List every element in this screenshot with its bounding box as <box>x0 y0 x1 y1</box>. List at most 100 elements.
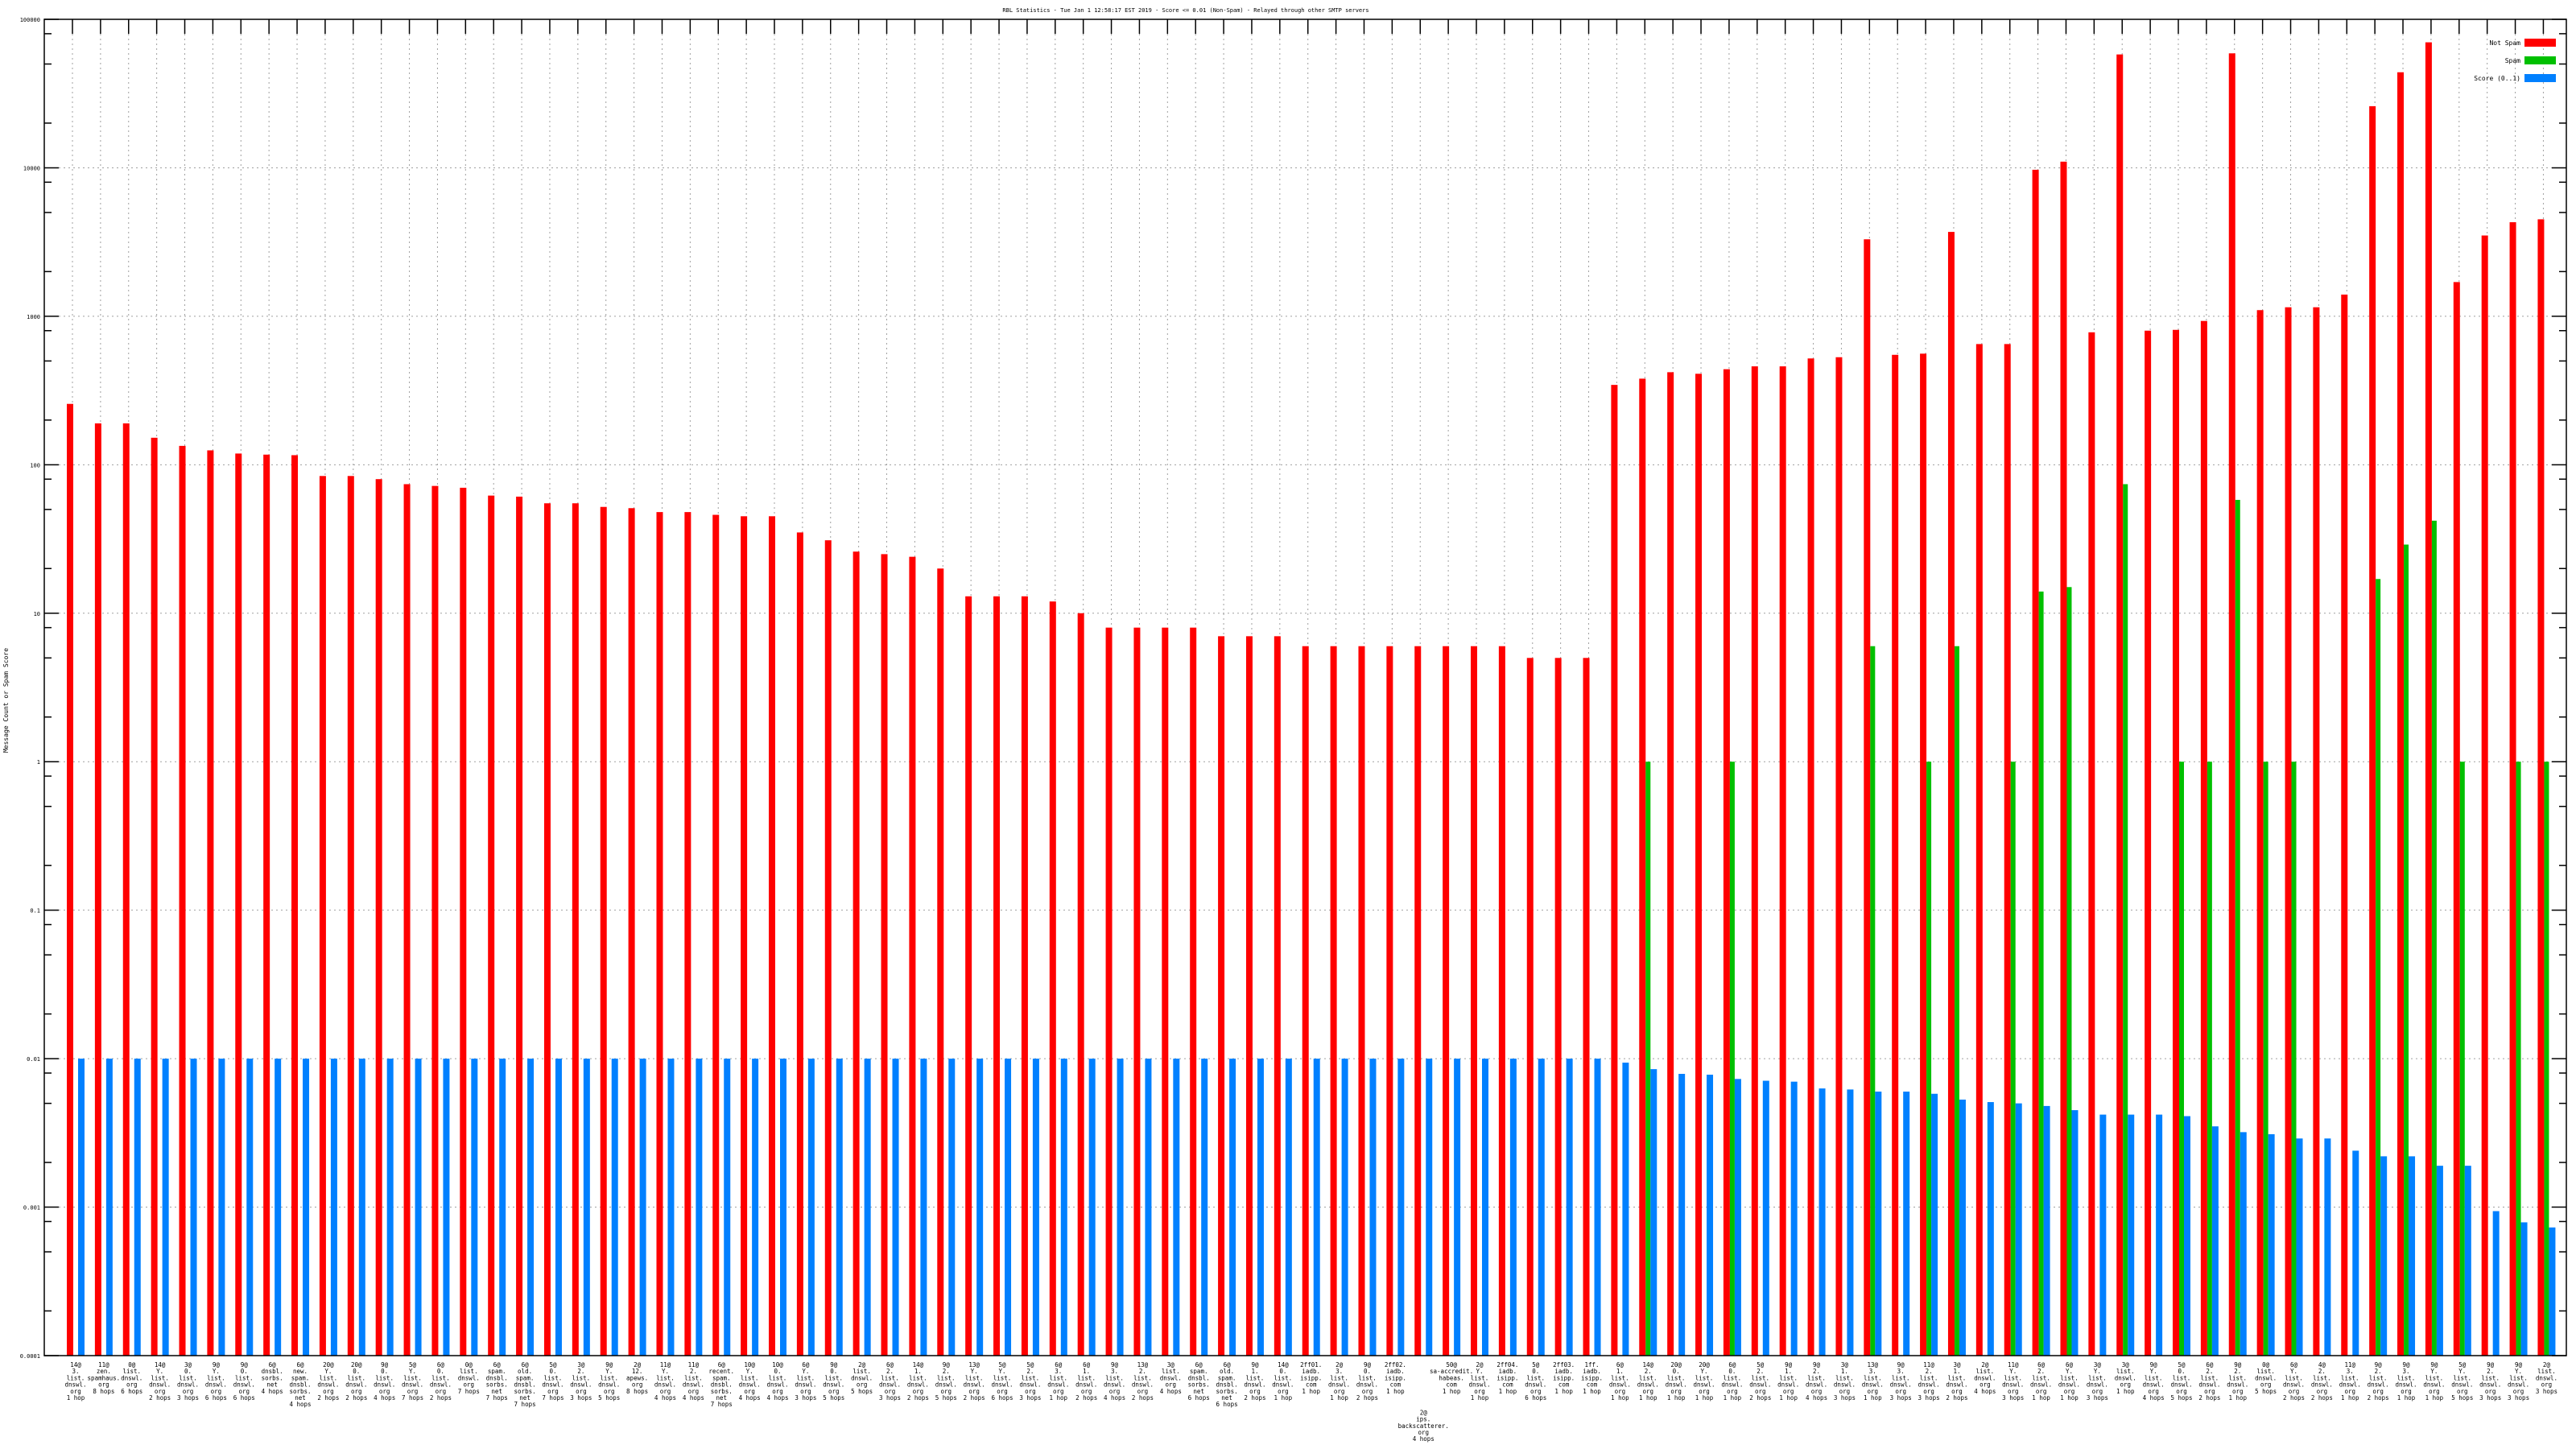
x-tick-label-line: isipp. <box>1496 1374 1518 1381</box>
x-tick-label-line: list. <box>1835 1374 1854 1381</box>
x-tick-label-line: 9@ <box>943 1361 951 1368</box>
x-tick-label: 9@ 2. list. dnswl. org 5 hops <box>935 1361 957 1402</box>
x-tick-label-line: 3@ <box>2122 1361 2130 1368</box>
x-tick-label-line: org <box>70 1388 81 1395</box>
not-spam-bar <box>235 453 242 1356</box>
not-spam-bar <box>2509 222 2516 1356</box>
score-bar <box>471 1059 478 1356</box>
score-bar <box>1369 1059 1377 1356</box>
x-tick-label: 9@ 3. list. dnswl. org 3 hops <box>1890 1361 1912 1402</box>
spam-bar <box>2123 484 2128 1356</box>
x-tick-label-line: dnswl. <box>1693 1381 1715 1389</box>
score-bar <box>1818 1088 1826 1356</box>
x-tick-label: 1ff. iadb. isipp. com 1 hop <box>1581 1361 1603 1395</box>
spam-bar <box>2404 544 2409 1356</box>
not-spam-bar <box>2088 332 2095 1356</box>
x-tick-label-line: sorbs. <box>262 1374 283 1381</box>
x-tick-label-line: Y. <box>2430 1368 2438 1375</box>
x-tick-label-line: 3 hops <box>2087 1394 2108 1402</box>
score-bar <box>2409 1156 2416 1356</box>
not-spam-bar <box>1414 646 1422 1356</box>
x-tick-label-line: dnswl. <box>2479 1381 2501 1389</box>
x-tick-label-line: list. <box>2481 1374 2500 1381</box>
x-tick-label-line: 2 hops <box>1946 1394 1967 1402</box>
x-tick-label-line: 4 hops <box>289 1401 311 1408</box>
x-tick-label: 14@ 0. list. dnswl. org 1 hop <box>1272 1361 1294 1402</box>
x-tick-label-line: 6 hops <box>991 1394 1013 1402</box>
score-bar <box>1341 1059 1348 1356</box>
not-spam-bar <box>207 450 214 1356</box>
spam-bar <box>1645 762 1651 1356</box>
x-tick-label-line: 2. <box>1645 1368 1652 1375</box>
x-tick-label: 13@ 2. list. dnswl. org 2 hops <box>1132 1361 1154 1402</box>
x-tick-label: 6@ Y. list. dnswl. org 2 hops <box>2283 1361 2305 1402</box>
score-bar <box>1538 1059 1545 1356</box>
x-tick-label-line: 6 hops <box>1216 1401 1238 1408</box>
x-tick-label-line: org <box>1418 1429 1429 1436</box>
score-bar <box>752 1059 759 1356</box>
x-tick-label-line: 6 hops <box>233 1394 255 1402</box>
x-tick-label-line: list. <box>2088 1374 2107 1381</box>
x-tick-label-line: 3@ <box>2094 1361 2102 1368</box>
not-spam-bar <box>1302 646 1309 1356</box>
x-tick-label-line: dnsbl. <box>514 1381 536 1389</box>
x-tick-label-line: list. <box>797 1374 815 1381</box>
x-tick-label-line: old. <box>518 1368 532 1375</box>
x-tick-label-line: org <box>885 1388 896 1395</box>
y-tick-label: 0.001 <box>23 1205 40 1212</box>
x-tick-label: 6@ 1. list. dnswl. org 2 hops <box>1075 1361 1097 1402</box>
x-tick-label-line: 9@ <box>1251 1361 1259 1368</box>
score-bar <box>386 1059 394 1356</box>
x-tick-label-line: 6@ <box>1055 1361 1063 1368</box>
spam-bar <box>1954 646 1959 1356</box>
not-spam-bar <box>909 556 916 1356</box>
x-tick-label-line: 5 hops <box>2255 1388 2277 1395</box>
x-tick-label-line: 3 hops <box>1918 1394 1940 1402</box>
x-tick-label-line: 4 hops <box>1160 1388 1182 1395</box>
x-tick-label-line: dnswl. <box>1918 1381 1940 1389</box>
score-bar <box>2436 1166 2443 1356</box>
x-tick-label-line: dnswl. <box>2339 1381 2361 1389</box>
x-tick-label-line: 4 hops <box>766 1394 788 1402</box>
x-tick-label-line: sorbs. <box>1188 1381 1210 1389</box>
x-tick-label: 9@ 3. list. dnswl. org 1 hop <box>2395 1361 2417 1402</box>
x-tick-label: 9@ Y. list. dnswl. org 1 hop <box>2423 1361 2445 1402</box>
not-spam-bar <box>543 503 551 1356</box>
x-tick-label-line: 2. <box>1757 1368 1764 1375</box>
x-tick-label-line: 3@ <box>1841 1361 1849 1368</box>
x-tick-label-line: 9@ <box>1897 1361 1905 1368</box>
x-tick-label-line: spam. <box>488 1368 506 1375</box>
x-tick-label: 6@ old. spam. dnsbl. sorbs. net 6 hops <box>1216 1361 1238 1408</box>
x-tick-label-line: 9@ <box>213 1361 221 1368</box>
x-tick-label-line: org <box>1025 1388 1036 1395</box>
spam-bar <box>2516 762 2521 1356</box>
not-spam-bar <box>1274 636 1281 1356</box>
not-spam-bar <box>1190 627 1197 1356</box>
score-bar <box>358 1059 365 1356</box>
score-bar <box>303 1059 310 1356</box>
x-tick-label-line: org <box>772 1388 783 1395</box>
not-spam-bar <box>656 512 663 1356</box>
x-tick-label: 6@ 0. list. dnswl. org 1 hop <box>1721 1361 1743 1402</box>
score-bar <box>1959 1099 1966 1356</box>
x-tick-label-line: net <box>519 1394 530 1402</box>
x-tick-label-line: dnswl. <box>1834 1381 1856 1389</box>
x-tick-label-line: 6@ <box>2037 1361 2046 1368</box>
x-tick-label-line: 0. <box>1532 1368 1539 1375</box>
score-bar <box>948 1059 956 1356</box>
not-spam-bar <box>1386 646 1393 1356</box>
x-tick-label-line: org <box>828 1388 840 1395</box>
x-tick-label-line: 9@ <box>1813 1361 1821 1368</box>
x-tick-label-line: org <box>2036 1388 2047 1395</box>
x-tick-label-line: 9@ <box>2403 1361 2411 1368</box>
x-tick-label-line: 1 hop <box>1554 1388 1573 1395</box>
x-tick-label-line: dnswl. <box>1862 1381 1884 1389</box>
x-tick-label-line: 2 hops <box>317 1394 339 1402</box>
x-tick-label-line: list. <box>572 1374 591 1381</box>
x-tick-label-line: 3 hops <box>879 1394 901 1402</box>
x-tick-label-line: spam. <box>516 1374 535 1381</box>
x-tick-label: 6@ 3. list. dnswl. org 1 hop <box>1047 1361 1069 1402</box>
x-tick-label-line: iadb. <box>1386 1368 1405 1375</box>
x-tick-label-line: Y. <box>2458 1368 2466 1375</box>
not-spam-bar <box>712 514 720 1356</box>
